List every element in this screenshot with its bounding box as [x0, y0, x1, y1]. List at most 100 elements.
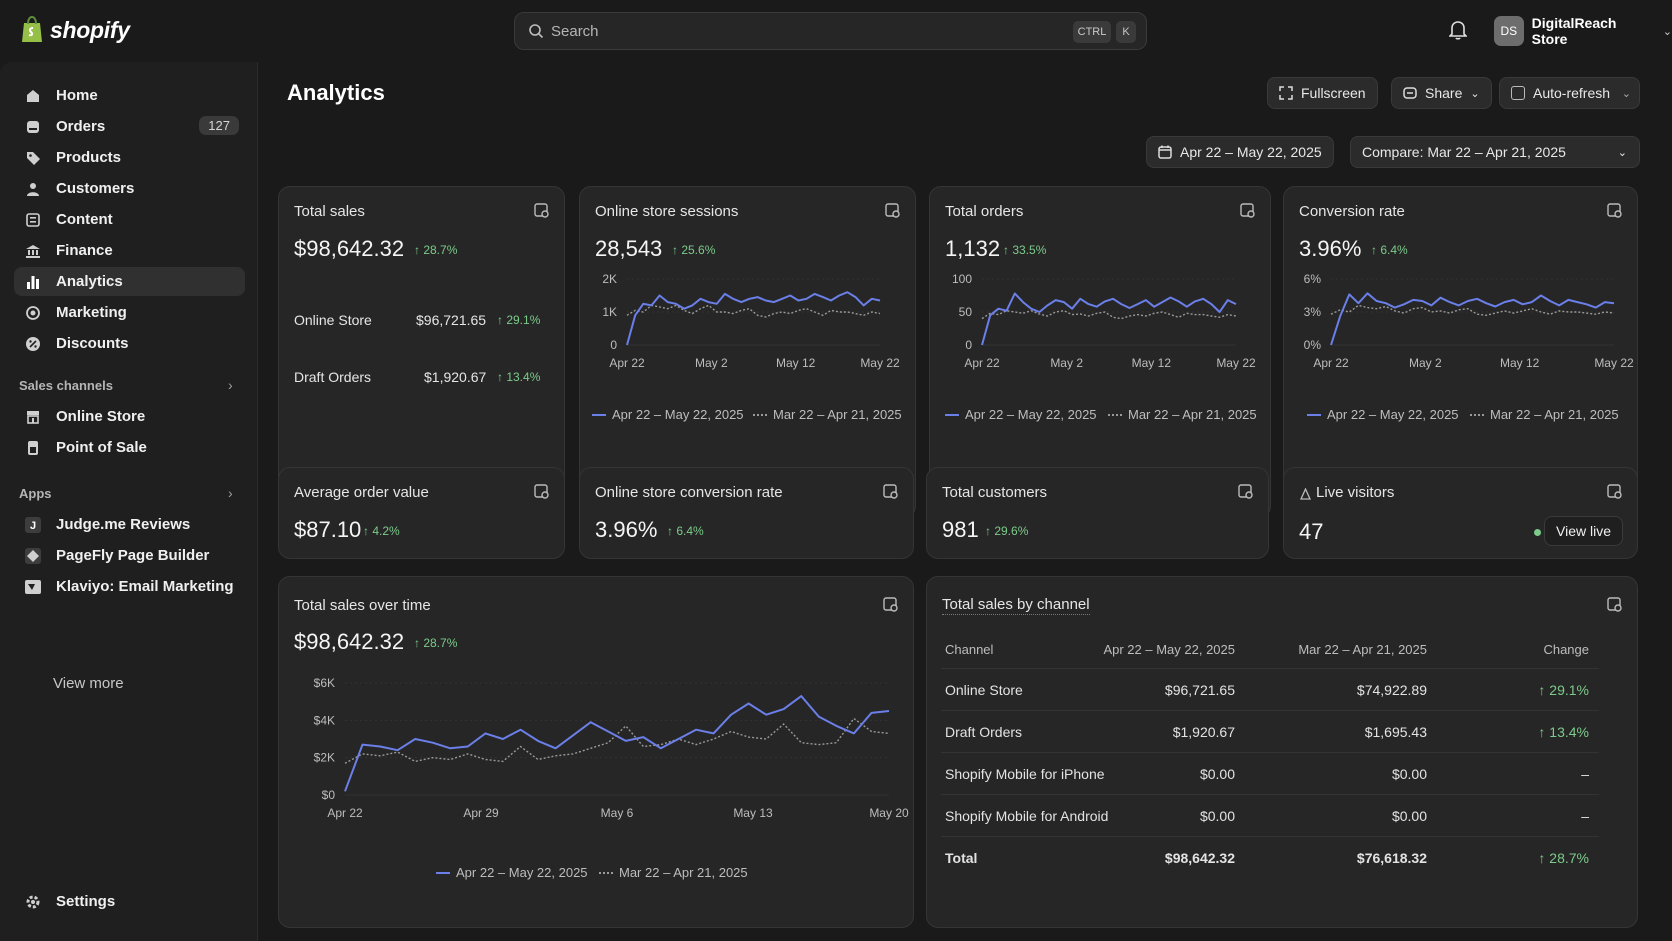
explore-report-icon[interactable] — [534, 484, 550, 500]
sidebar-item-klaviyo[interactable]: Klaviyo: Email Marketing — [14, 572, 245, 601]
sidebar-item-home[interactable]: Home — [14, 81, 245, 110]
series-line-previous — [626, 304, 881, 318]
explore-report-icon[interactable] — [534, 203, 550, 219]
conversion-rate-value: 3.96% — [1299, 236, 1362, 261]
explore-report-icon[interactable] — [1607, 597, 1623, 613]
sidebar-item-online-store[interactable]: Online Store — [14, 402, 245, 431]
apps-heading[interactable]: Apps — [19, 486, 52, 501]
sidebar-item-discounts[interactable]: Discounts — [14, 329, 245, 358]
notifications-bell-icon[interactable] — [1449, 20, 1467, 40]
checkbox[interactable] — [1511, 86, 1525, 100]
gear-icon — [24, 893, 42, 911]
explore-report-icon[interactable] — [1607, 203, 1623, 219]
explore-report-icon[interactable] — [1240, 203, 1256, 219]
explore-report-icon[interactable] — [1238, 484, 1254, 500]
explore-report-icon[interactable] — [883, 484, 899, 500]
series-line-current — [1330, 292, 1615, 346]
channel-value: $1,920.67 — [424, 369, 487, 385]
share-button[interactable]: Share ⌄ — [1391, 77, 1492, 109]
card-title[interactable]: Total sales by channel — [942, 596, 1090, 615]
search-placeholder: Search — [551, 23, 599, 40]
sidebar-item-label: Content — [56, 211, 113, 228]
chevron-down-icon: ⌄ — [1470, 87, 1480, 100]
chevron-down-icon[interactable]: ⌄ — [1621, 87, 1631, 100]
sidebar-item-marketing[interactable]: Marketing — [14, 298, 245, 327]
x-tick-label: May 6 — [601, 806, 634, 820]
sidebar-item-pagefly[interactable]: PageFly Page Builder — [14, 541, 245, 570]
shortcut-ctrl-key: CTRL — [1073, 21, 1111, 43]
previous-cell: $0.00 — [1391, 808, 1427, 824]
sessions-chart[interactable]: 2K 1K 0 Apr 22 May 2 May 12 May 22 — [580, 267, 915, 397]
y-tick-label: 1K — [602, 305, 617, 319]
x-tick-label: Apr 29 — [463, 806, 499, 820]
expand-icon — [1279, 86, 1293, 100]
sidebar-item-products[interactable]: Products — [14, 143, 245, 172]
previous-cell: $74,922.89 — [1356, 682, 1427, 698]
sidebar-item-customers[interactable]: Customers — [14, 174, 245, 203]
total-sales-value: $98,642.32 — [294, 236, 405, 261]
y-tick-label: $4K — [314, 713, 335, 727]
explore-report-icon[interactable] — [885, 203, 901, 219]
change-badge: ↑ 29.6% — [985, 524, 1029, 538]
search-input[interactable]: Search CTRL K — [514, 12, 1147, 50]
view-live-button[interactable]: View live — [1544, 516, 1623, 546]
orders-chart[interactable]: 100 50 0 Apr 22 May 2 May 12 May 22 — [930, 267, 1270, 397]
sidebar-item-finance[interactable]: Finance — [14, 236, 245, 265]
sidebar-item-orders[interactable]: Orders 127 — [14, 112, 245, 141]
shopify-logo[interactable]: shopify — [20, 16, 130, 44]
current-cell: $0.00 — [1199, 766, 1235, 782]
explore-report-icon[interactable] — [883, 597, 899, 613]
legend-previous: Mar 22 – Apr 21, 2025 — [753, 407, 902, 422]
table-row[interactable]: Online Store $96,721.65 $74,922.89 ↑ 29.… — [941, 669, 1599, 711]
table-row[interactable]: Shopify Mobile for Android $0.00 $0.00 – — [941, 795, 1599, 837]
y-tick-label: 50 — [959, 305, 973, 319]
card-title: Total sales over time — [294, 597, 431, 614]
target-icon — [24, 304, 42, 322]
avatar: DS — [1494, 16, 1524, 46]
table-total-row: Total $98,642.32 $76,618.32 ↑ 28.7% — [941, 837, 1599, 879]
conversion-rate-chart[interactable]: 6% 3% 0% Apr 22 May 2 May 12 May 22 — [1284, 267, 1637, 397]
y-tick-label: 3% — [1304, 305, 1322, 319]
legend-previous: Mar 22 – Apr 21, 2025 — [599, 865, 748, 880]
view-more-link[interactable]: View more — [53, 675, 124, 692]
explore-report-icon[interactable] — [1607, 484, 1623, 500]
auto-refresh-toggle[interactable]: Auto-refresh ⌄ — [1499, 77, 1640, 109]
y-tick-label: $6K — [314, 676, 335, 690]
orders-count-badge: 127 — [199, 116, 239, 135]
fullscreen-button[interactable]: Fullscreen — [1267, 77, 1378, 109]
change-badge: ↑ 6.4% — [667, 524, 704, 538]
sidebar-item-label: Products — [56, 149, 122, 166]
chevron-right-icon[interactable]: › — [228, 377, 233, 393]
legend-label: Apr 22 – May 22, 2025 — [612, 407, 744, 422]
sidebar-item-point-of-sale[interactable]: Point of Sale — [14, 433, 245, 462]
legend-swatch-dashed — [599, 871, 613, 874]
store-switcher[interactable]: DS DigitalReach Store ⌄ — [1494, 15, 1672, 47]
storefront-icon — [24, 408, 42, 426]
sidebar-item-label: Customers — [56, 180, 135, 197]
sales-over-time-chart[interactable]: $6K $4K $2K $0 Apr 22 Apr 29 May 6 May 13 May 20 — [279, 665, 913, 845]
page-title: Analytics — [287, 80, 385, 105]
sales-channels-heading[interactable]: Sales channels — [19, 378, 113, 393]
tag-icon — [24, 149, 42, 167]
compare-picker[interactable]: Compare: Mar 22 – Apr 21, 2025 ⌄ — [1350, 136, 1640, 168]
card-title: Total orders — [945, 203, 1024, 220]
sidebar-item-label: Marketing — [56, 304, 127, 321]
sidebar-item-analytics[interactable]: Analytics — [14, 267, 245, 296]
chevron-right-icon[interactable]: › — [228, 485, 233, 501]
sidebar-item-content[interactable]: Content — [14, 205, 245, 234]
sidebar-item-settings[interactable]: Settings — [14, 887, 245, 916]
change-badge: ↑ 33.5% — [1003, 243, 1047, 257]
table-header-row: Channel Apr 22 – May 22, 2025 Mar 22 – A… — [941, 629, 1599, 669]
current-cell: $96,721.65 — [1164, 682, 1235, 698]
live-visitors-card: Live visitors 47 View live — [1283, 467, 1638, 559]
sidebar-item-judgeme[interactable]: J Judge.me Reviews — [14, 510, 245, 539]
card-title: Total sales — [294, 203, 365, 220]
column-header: Change — [1543, 642, 1589, 657]
table-row[interactable]: Draft Orders $1,920.67 $1,695.43 ↑ 13.4% — [941, 711, 1599, 753]
table-row[interactable]: Shopify Mobile for iPhone $0.00 $0.00 – — [941, 753, 1599, 795]
store-name: DigitalReach Store — [1531, 15, 1617, 47]
date-range-picker[interactable]: Apr 22 – May 22, 2025 — [1146, 136, 1334, 168]
share-label: Share — [1425, 85, 1463, 101]
chevron-down-icon: ⌄ — [1617, 146, 1627, 159]
x-tick-label: May 12 — [1500, 356, 1540, 370]
